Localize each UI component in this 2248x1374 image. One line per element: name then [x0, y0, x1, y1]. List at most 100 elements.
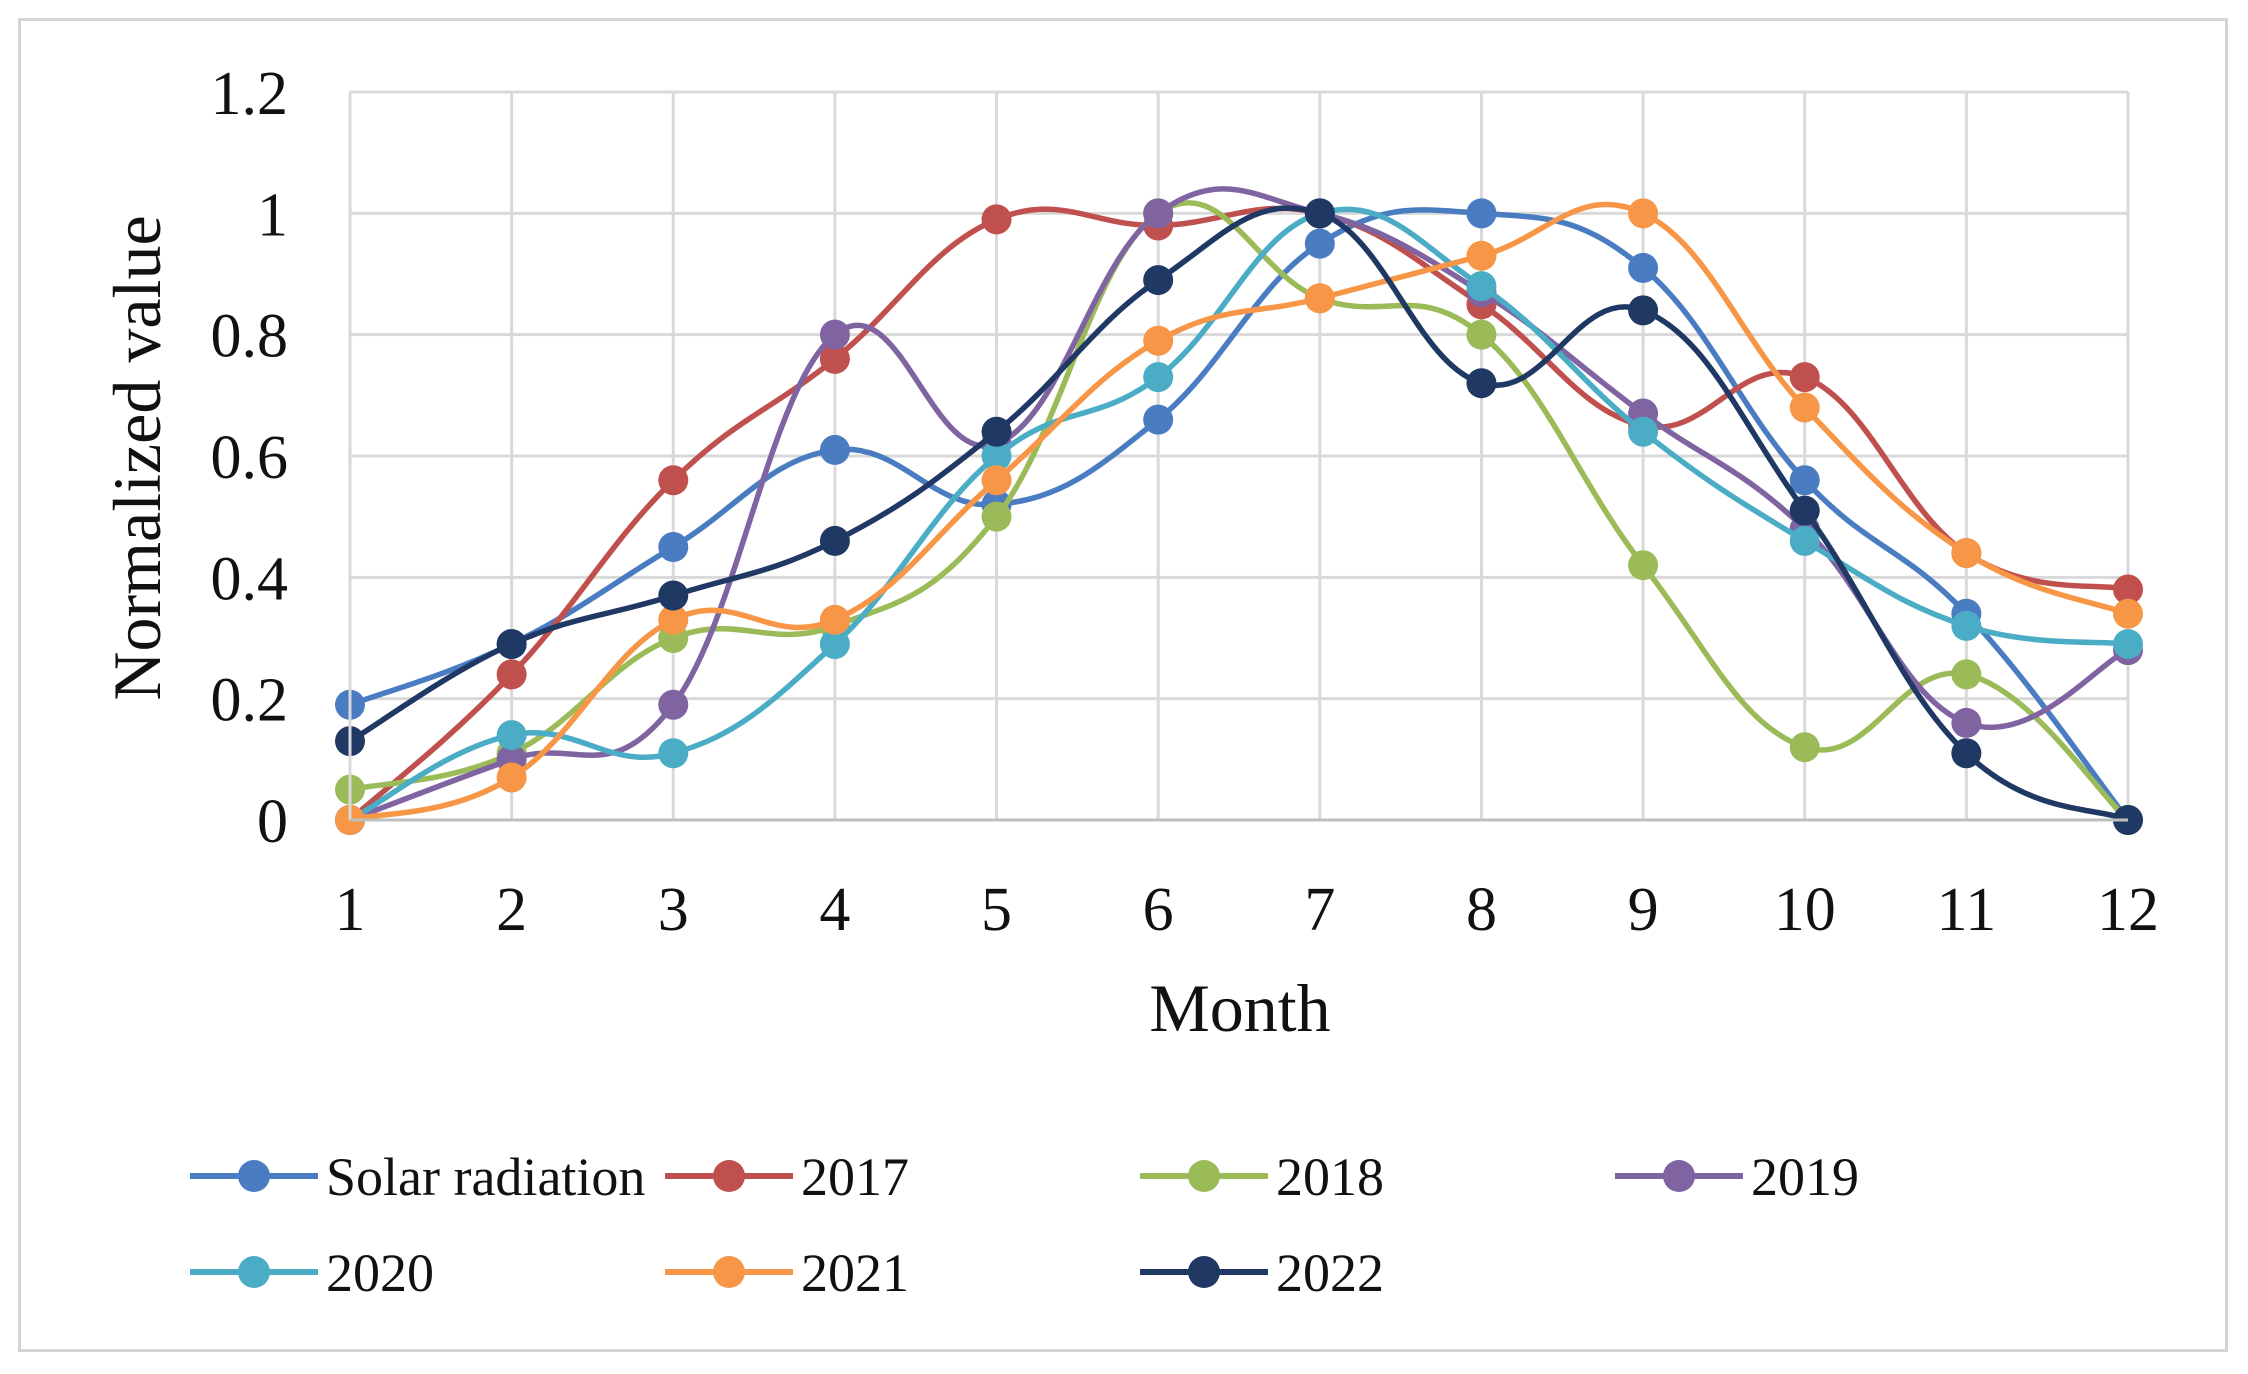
data-point — [1789, 495, 1820, 526]
data-point — [1628, 198, 1659, 229]
data-point — [1143, 265, 1174, 296]
legend-label: 2018 — [1276, 1147, 1384, 1207]
data-point — [981, 204, 1012, 235]
data-point — [1789, 392, 1820, 423]
legend-marker — [1188, 1160, 1220, 1192]
data-point — [819, 629, 850, 660]
data-point — [496, 720, 527, 751]
data-point — [819, 604, 850, 635]
data-point — [1143, 325, 1174, 356]
series-2022 — [335, 198, 2143, 835]
x-tick-label: 5 — [981, 876, 1012, 944]
legend-label: 2017 — [801, 1147, 909, 1207]
x-tick-label: 8 — [1466, 876, 1497, 944]
data-point — [981, 465, 1012, 496]
data-point — [1466, 319, 1497, 350]
y-tick-label: 0 — [257, 788, 288, 856]
series-2020 — [335, 198, 2143, 835]
x-tick-label: 12 — [2097, 876, 2159, 944]
legend-marker — [1663, 1160, 1695, 1192]
y-tick-label: 0.8 — [211, 303, 289, 371]
data-point — [1466, 240, 1497, 271]
series-line — [349, 207, 2131, 822]
data-point — [658, 689, 689, 720]
legend-marker — [238, 1160, 270, 1192]
data-point — [1628, 252, 1659, 283]
legend-item: 2021 — [665, 1243, 909, 1303]
data-point — [819, 343, 850, 374]
data-point — [1951, 538, 1982, 569]
data-point — [1466, 368, 1497, 399]
legend-label: 2021 — [801, 1243, 909, 1303]
chart-frame — [18, 18, 2228, 1352]
data-point — [1789, 465, 1820, 496]
series-line — [349, 200, 2130, 823]
series-layer — [335, 186, 2143, 835]
x-tick-label: 3 — [658, 876, 689, 944]
data-point — [2113, 629, 2143, 660]
series-solar-radiation — [335, 198, 2143, 835]
grid — [350, 90, 2130, 820]
legend-item: Solar radiation — [190, 1147, 645, 1207]
data-point — [1143, 362, 1174, 393]
series-line — [348, 205, 2130, 823]
data-point — [1951, 610, 1982, 641]
data-point — [1951, 659, 1982, 690]
data-point — [1628, 295, 1659, 326]
data-point — [1951, 707, 1982, 738]
data-point — [658, 604, 689, 635]
data-point — [658, 465, 689, 496]
data-point — [981, 501, 1012, 532]
x-tick-label: 6 — [1143, 876, 1174, 944]
y-axis-title: Normalized value — [99, 215, 175, 700]
data-point — [496, 629, 527, 660]
y-tick-label: 0.6 — [211, 424, 289, 492]
series-2018 — [335, 198, 2143, 835]
data-point — [1466, 198, 1497, 229]
x-tick-label: 4 — [819, 876, 850, 944]
legend-item: 2020 — [190, 1243, 434, 1303]
data-point — [819, 434, 850, 465]
y-tick-label: 0.2 — [211, 667, 289, 735]
axes: 00.20.40.60.811.21 2 3 4 5 6 7 8 9 10 11 12 — [211, 60, 2160, 944]
x-axis-title: Month — [1149, 970, 1330, 1046]
x-tick-label: 1 — [335, 876, 366, 944]
data-point — [1304, 283, 1335, 314]
legend-marker — [1188, 1256, 1220, 1288]
series-line — [348, 205, 2129, 823]
data-point — [496, 659, 527, 690]
x-tick-label: 9 — [1628, 876, 1659, 944]
data-point — [1143, 404, 1174, 435]
data-point — [981, 416, 1012, 447]
data-point — [819, 525, 850, 556]
x-tick-label: 11 — [1937, 876, 1997, 944]
series-line — [348, 206, 2129, 823]
data-point — [1951, 738, 1982, 769]
data-point — [1789, 732, 1820, 763]
x-tick-label: 10 — [1774, 876, 1836, 944]
legend-marker — [238, 1256, 270, 1288]
data-point — [496, 762, 527, 793]
legend-marker — [713, 1160, 745, 1192]
legend-marker — [713, 1256, 745, 1288]
legend-label: 2020 — [326, 1243, 434, 1303]
data-point — [2113, 598, 2143, 629]
series-line — [349, 201, 2129, 823]
data-point — [2113, 574, 2143, 605]
data-point — [658, 738, 689, 769]
data-point — [1143, 198, 1174, 229]
y-tick-label: 1.2 — [211, 60, 289, 128]
legend-item: 2018 — [1140, 1147, 1384, 1207]
legend-label: 2019 — [1751, 1147, 1859, 1207]
series-2017 — [335, 198, 2143, 835]
x-tick-label: 7 — [1304, 876, 1335, 944]
data-point — [981, 441, 1012, 471]
data-point — [1628, 416, 1659, 447]
series-2021 — [335, 198, 2143, 835]
y-tick-label: 1 — [257, 181, 288, 249]
legend-item: 2022 — [1140, 1243, 1384, 1303]
legend-item: 2019 — [1615, 1147, 1859, 1207]
data-point — [1304, 228, 1335, 259]
data-point — [658, 580, 689, 611]
